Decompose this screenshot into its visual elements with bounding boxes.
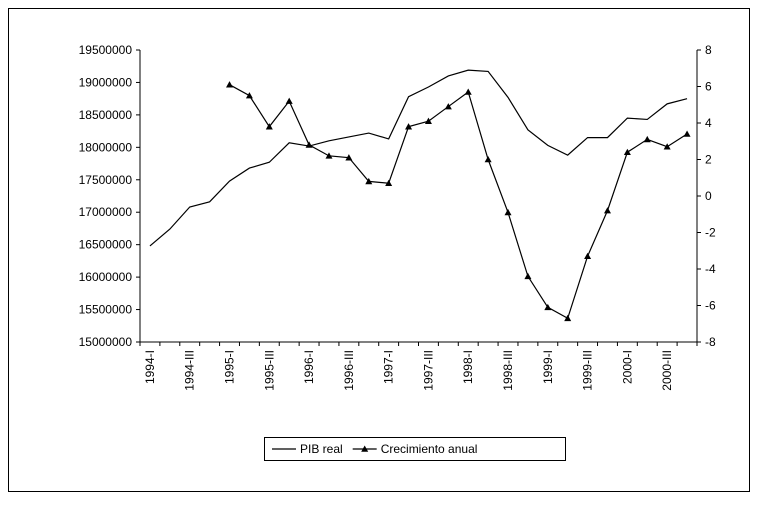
data-point xyxy=(524,272,532,280)
series-line xyxy=(229,84,688,320)
data-point xyxy=(285,97,293,104)
x-tick-label: 2000-III xyxy=(660,350,674,391)
y2-tick-label: 4 xyxy=(705,116,712,130)
data-point xyxy=(424,117,432,124)
y-tick-label: 17000000 xyxy=(79,205,133,219)
y-tick-label: 19500000 xyxy=(79,43,133,57)
x-tick-label: 1995-III xyxy=(262,350,276,391)
y-tick-label: 18500000 xyxy=(79,108,133,122)
data-point xyxy=(603,207,611,214)
data-point xyxy=(245,92,253,99)
y-tick-label: 16500000 xyxy=(79,238,133,252)
legend-label: PIB real xyxy=(300,442,343,456)
legend-label: Crecimiento anual xyxy=(381,442,478,456)
data-point xyxy=(385,179,393,187)
x-tick-label: 1998-I xyxy=(461,350,475,384)
y-tick-label: 16000000 xyxy=(79,270,133,284)
x-tick-label: 1998-III xyxy=(501,350,515,391)
legend-marker xyxy=(361,445,369,452)
x-tick-label: 1997-I xyxy=(382,350,396,384)
data-point xyxy=(504,208,512,216)
y2-tick-label: -4 xyxy=(705,262,716,276)
y2-tick-label: 2 xyxy=(705,153,712,167)
x-tick-label: 2000-I xyxy=(620,350,634,384)
data-point xyxy=(444,103,452,110)
x-tick-label: 1994-III xyxy=(183,350,197,391)
data-point xyxy=(305,141,313,148)
y-tick-label: 18000000 xyxy=(79,140,133,154)
data-point xyxy=(365,177,373,185)
y-tick-label: 15000000 xyxy=(79,335,133,349)
chart-frame xyxy=(8,8,750,492)
data-point xyxy=(484,156,492,163)
x-tick-label: 1996-III xyxy=(342,350,356,391)
y2-tick-label: 0 xyxy=(705,189,712,203)
data-point xyxy=(584,252,592,260)
data-point xyxy=(265,123,273,130)
data-point xyxy=(564,314,572,322)
data-point xyxy=(683,130,691,137)
x-tick-label: 1994-I xyxy=(143,350,157,384)
data-point xyxy=(345,154,353,161)
y2-tick-label: -8 xyxy=(705,335,716,349)
data-point xyxy=(623,148,631,155)
data-point xyxy=(663,143,671,150)
x-tick-label: 1996-I xyxy=(302,350,316,384)
data-point xyxy=(643,135,651,143)
x-tick-label: 1999-III xyxy=(581,350,595,391)
y2-tick-label: 8 xyxy=(705,43,712,57)
data-point xyxy=(544,303,552,311)
data-point xyxy=(464,88,472,95)
y2-tick-label: -2 xyxy=(705,226,716,240)
y-tick-label: 17500000 xyxy=(79,173,133,187)
y2-tick-label: -6 xyxy=(705,299,716,313)
y2-tick-label: 6 xyxy=(705,80,712,94)
legend-box xyxy=(264,437,566,461)
data-point xyxy=(226,81,234,88)
data-point xyxy=(325,152,333,159)
x-tick-label: 1999-I xyxy=(541,350,555,384)
x-tick-label: 1997-III xyxy=(421,350,435,391)
series-line xyxy=(149,69,688,247)
y-tick-label: 15500000 xyxy=(79,303,133,317)
y-tick-label: 19000000 xyxy=(79,75,133,89)
x-tick-label: 1995-I xyxy=(223,350,237,384)
data-point xyxy=(405,123,413,130)
